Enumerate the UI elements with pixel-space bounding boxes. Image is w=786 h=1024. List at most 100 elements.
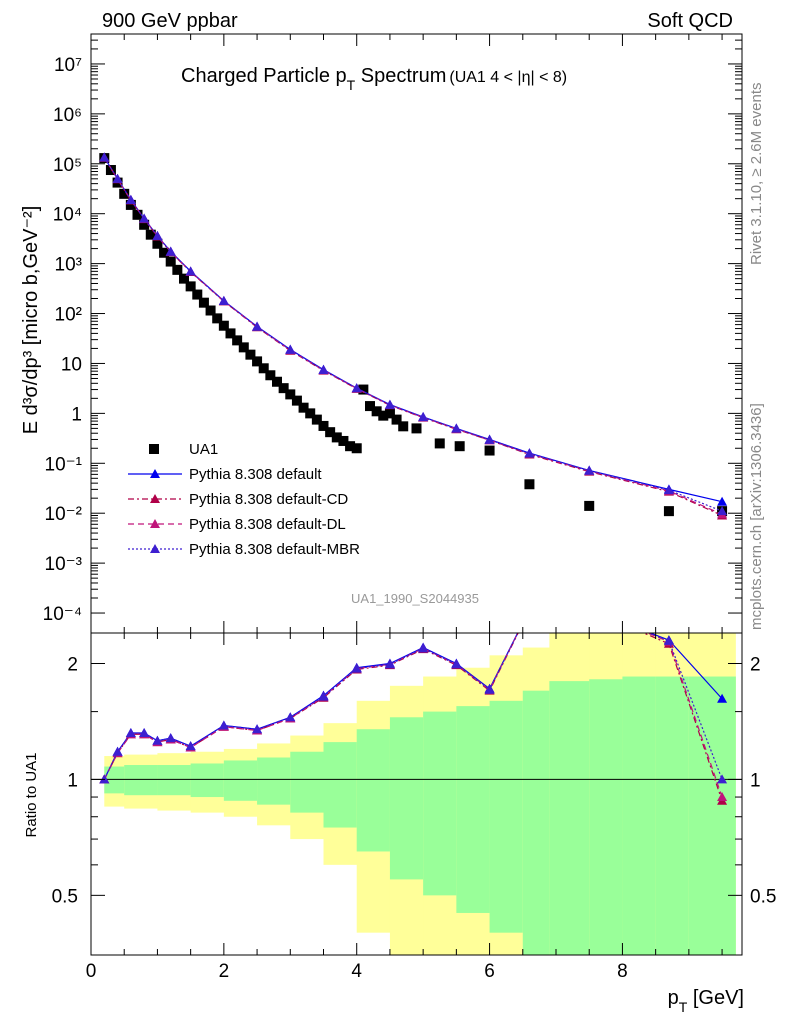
data-point (238, 342, 249, 353)
x-tick-label: 6 (484, 961, 495, 982)
y-tick-label: 10² (55, 305, 82, 326)
mc-point (418, 412, 429, 422)
green-band-bin (323, 742, 358, 828)
data-point (232, 335, 243, 346)
mc-point (99, 152, 110, 162)
series-line (103, 157, 723, 515)
ratio-point (318, 691, 329, 701)
y-axis-label: E d³σ/dp³ [micro b,GeV⁻²] (20, 206, 42, 435)
ratio-point (152, 735, 163, 745)
data-point (192, 289, 203, 300)
ratio-frame (90, 632, 743, 956)
ratio-uncertainty-bands (91, 633, 742, 955)
data-point (345, 441, 356, 452)
ratio-point (185, 741, 196, 751)
data-point (311, 414, 322, 425)
data-point (172, 264, 183, 275)
data-point (663, 506, 674, 517)
data-point (198, 297, 209, 308)
data-point (265, 370, 276, 381)
legend-marker (150, 519, 160, 528)
ratio-point (524, 605, 534, 614)
green-band-bin (522, 690, 550, 955)
data-point (205, 305, 216, 316)
mc-point (318, 364, 329, 374)
data-point (258, 363, 269, 374)
mc-point (185, 266, 196, 276)
data-point (524, 479, 535, 490)
data-point (454, 441, 465, 452)
mc-point (218, 296, 229, 306)
mc-point (112, 173, 123, 183)
mc-point (152, 230, 163, 240)
axes: 0 2 4 6 810⁷10⁶10⁵10⁴10³10²10110⁻¹10⁻²10⁻³10… (43, 33, 776, 982)
y-tick-label: 10⁴ (53, 205, 82, 226)
ratio-point (584, 605, 594, 614)
ratio-point (451, 659, 462, 669)
y-tick-label: 10⁻² (45, 504, 83, 525)
green-band-bin (622, 676, 657, 955)
data-point (212, 313, 223, 324)
legend-marker (150, 469, 160, 478)
data-point (245, 349, 256, 360)
ratio-point (584, 605, 594, 614)
ratio-point (524, 605, 534, 614)
data-point (318, 420, 329, 431)
data-point (384, 408, 395, 419)
ratio-series (99, 605, 728, 805)
data-point (225, 328, 236, 339)
mc-point (584, 465, 595, 475)
mc-point (484, 434, 495, 444)
chart-title: Charged Particle pT Spectrum (UA1 4 < |η|… (181, 65, 567, 93)
green-band-bin (688, 676, 736, 955)
data-point (434, 438, 445, 449)
green-band-bin (456, 706, 491, 913)
data-point (351, 443, 362, 454)
ratio-point (351, 663, 362, 673)
analysis-watermark: UA1_1990_S2044935 (351, 591, 479, 606)
mc-point (351, 383, 362, 393)
data-point (272, 376, 282, 387)
ratio-point (252, 724, 263, 734)
x-tick-label: 8 (617, 961, 628, 982)
green-band-bin (489, 700, 524, 933)
y-tick-label: 1 (71, 404, 82, 425)
y-tick-label: 10⁷ (54, 55, 82, 76)
green-band-bin (124, 765, 158, 796)
green-band-bin (589, 679, 623, 955)
data-point (371, 406, 382, 417)
mc-point (451, 423, 462, 433)
green-band-bin (655, 676, 690, 955)
data-point (139, 219, 150, 230)
data-point (398, 421, 409, 432)
ratio-point (218, 720, 229, 730)
header-right: Soft QCD (647, 10, 733, 32)
ratio-point (717, 792, 728, 802)
green-band-bin (190, 763, 225, 798)
data-point (391, 414, 402, 425)
ratio-point (139, 727, 150, 737)
rivet-version: Rivet 3.1.10, ≥ 2.6M events (748, 83, 765, 266)
ratio-tick-label: 2 (67, 654, 78, 675)
mc-point (285, 344, 296, 354)
ratio-point (484, 684, 495, 694)
ratio-point (165, 733, 176, 743)
green-band-bin (389, 717, 424, 880)
data-point (159, 247, 170, 258)
data-point (119, 188, 130, 199)
data-point (338, 435, 349, 446)
ratio-tick-label: 0.5 (52, 886, 78, 907)
data-point (145, 229, 156, 240)
green-band-bin (257, 757, 291, 805)
mc-point (252, 321, 263, 331)
green-band-bin (104, 766, 125, 794)
ratio-tick-label-right: 2 (750, 654, 761, 675)
data-point (358, 384, 369, 395)
series-line (103, 157, 723, 512)
data-point (378, 410, 389, 421)
legend-marker (149, 444, 159, 454)
ratio-point (418, 643, 429, 653)
ratio-point (584, 605, 594, 614)
y-tick-label: 10⁻¹ (45, 454, 83, 475)
